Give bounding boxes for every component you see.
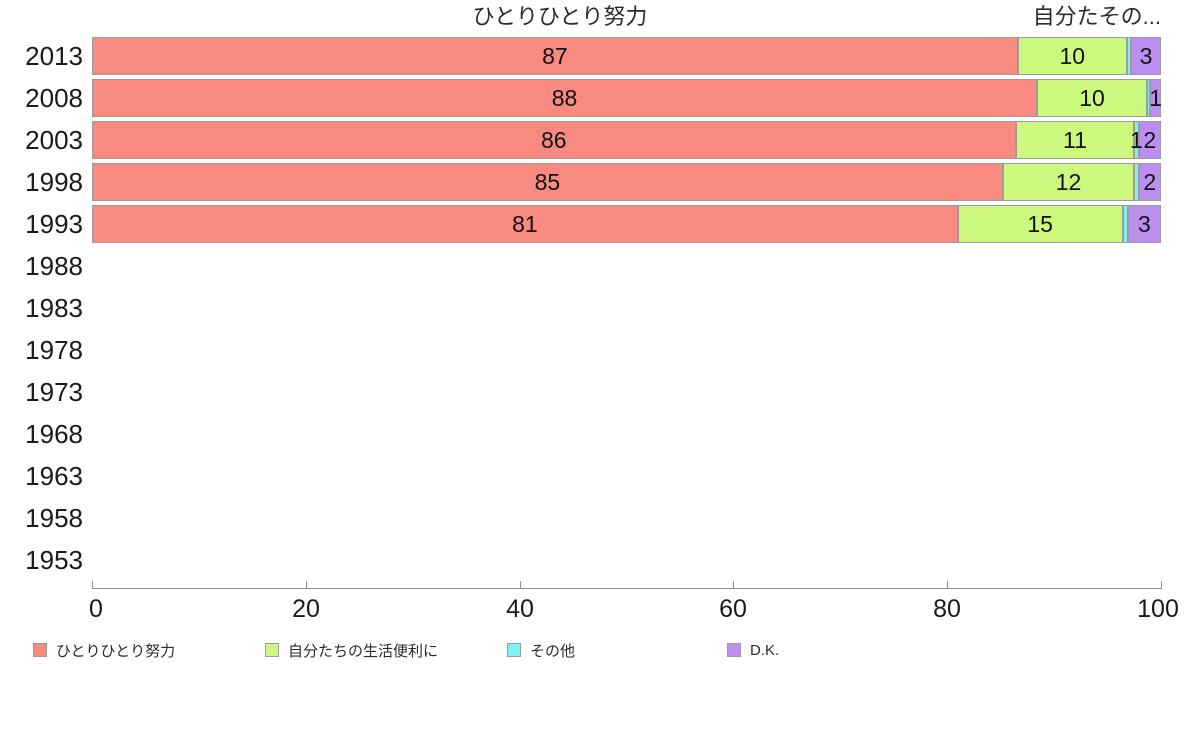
legend-swatch [33,643,47,657]
legend-item: D.K. [727,641,779,659]
bar-segment: 2 [1138,163,1161,201]
bar-value-label: 3 [1138,210,1151,237]
bar-value-label: 10 [1079,84,1105,111]
bar-segment: 10 [1017,37,1127,75]
bar-value-label: 3 [1139,42,1153,69]
bar-value-label: 86 [541,126,567,153]
bar-value-label: 2 [1143,126,1157,153]
legend-swatch [727,643,741,657]
bar-row: 88 10 1 [92,79,1163,117]
x-tick-label: 0 [89,595,103,623]
x-tick-mark [520,581,521,588]
bar-segment: 88 [92,79,1037,117]
bar-value-label: 88 [551,84,578,111]
x-tick-mark [733,581,734,588]
x-tick-label: 40 [506,595,534,623]
x-tick-label: 60 [719,595,747,623]
bar-segment [1122,205,1128,243]
bar-value-label: 2 [1143,168,1157,195]
legend-item: 自分たちの生活便利に [265,641,439,660]
bar-segment: 87 [92,37,1018,75]
bar-row: 87 10 3 [92,37,1161,75]
bar-row: 85 12 2 [92,163,1161,201]
column-header-right: 自分たその... [1032,4,1161,29]
x-tick-mark [947,581,948,588]
y-axis-label: 1953 [25,545,83,575]
x-tick-mark [1161,581,1162,588]
legend-swatch [507,643,521,657]
bar-segment [1134,163,1139,201]
column-header-left: ひとりひとり努力 [472,4,648,29]
legend-label: その他 [530,642,576,660]
bar-value-label: 1 [1149,84,1163,111]
y-axis-label: 1968 [25,419,83,449]
y-axis-label: 2013 [25,41,83,71]
bar-segment: 3 [1127,205,1161,243]
y-axis-label: 2003 [25,125,83,155]
bar-row: 81 15 3 [92,205,1161,243]
y-axis-label: 1988 [25,251,83,281]
bar-segment: 2 [1138,121,1161,159]
bar-value-label: 15 [1027,210,1053,237]
bar-segment: 12 [1002,163,1135,201]
bar-value-label: 1 [1130,126,1143,153]
legend-item: ひとりひとり努力 [33,641,176,660]
bar-segment: 85 [92,163,1003,201]
plot-area: 87 10 3 88 10 1 86 11 1 2 85 12 2 81 15 3 [92,37,1163,583]
y-axis-label: 1963 [25,461,83,491]
bar-value-label: 81 [512,210,538,237]
legend-swatch [265,643,279,657]
bar-segment: 15 [957,205,1123,243]
y-axis-label: 1998 [25,167,83,197]
bar-segment: 81 [92,205,958,243]
y-axis-label: 1958 [25,503,83,533]
bar-segment [1147,79,1151,117]
x-tick-mark [306,581,307,588]
bar-segment: 10 [1036,79,1148,117]
bar-value-label: 12 [1055,168,1082,195]
legend-label: ひとりひとり努力 [56,642,176,660]
legend-label: D.K. [750,641,780,659]
bar-value-label: 87 [542,42,568,69]
bar-segment: 3 [1131,37,1161,75]
x-tick-label: 100 [1137,595,1179,623]
legend-item: その他 [507,641,576,660]
legend-label: 自分たちの生活便利に [288,642,439,660]
x-tick-label: 80 [933,595,961,623]
bar-segment: 86 [92,121,1016,159]
bar-segment: 1 [1149,79,1163,117]
y-axis-label: 1973 [25,377,83,407]
x-tick-mark [92,581,93,588]
bar-value-label: 10 [1059,42,1086,69]
bar-value-label: 11 [1062,126,1087,153]
bar-value-label: 85 [534,168,561,195]
y-axis-label: 2008 [25,83,83,113]
bar-row: 86 11 1 2 [92,121,1161,159]
x-tick-label: 20 [292,595,320,623]
x-axis-line [92,588,1162,589]
y-axis-label: 1983 [25,293,83,323]
bar-segment: 1 [1130,121,1143,159]
bar-segment: 11 [1015,121,1135,159]
y-axis-label: 1993 [25,209,83,239]
y-axis-label: 1978 [25,335,83,365]
bar-segment [1126,37,1132,75]
